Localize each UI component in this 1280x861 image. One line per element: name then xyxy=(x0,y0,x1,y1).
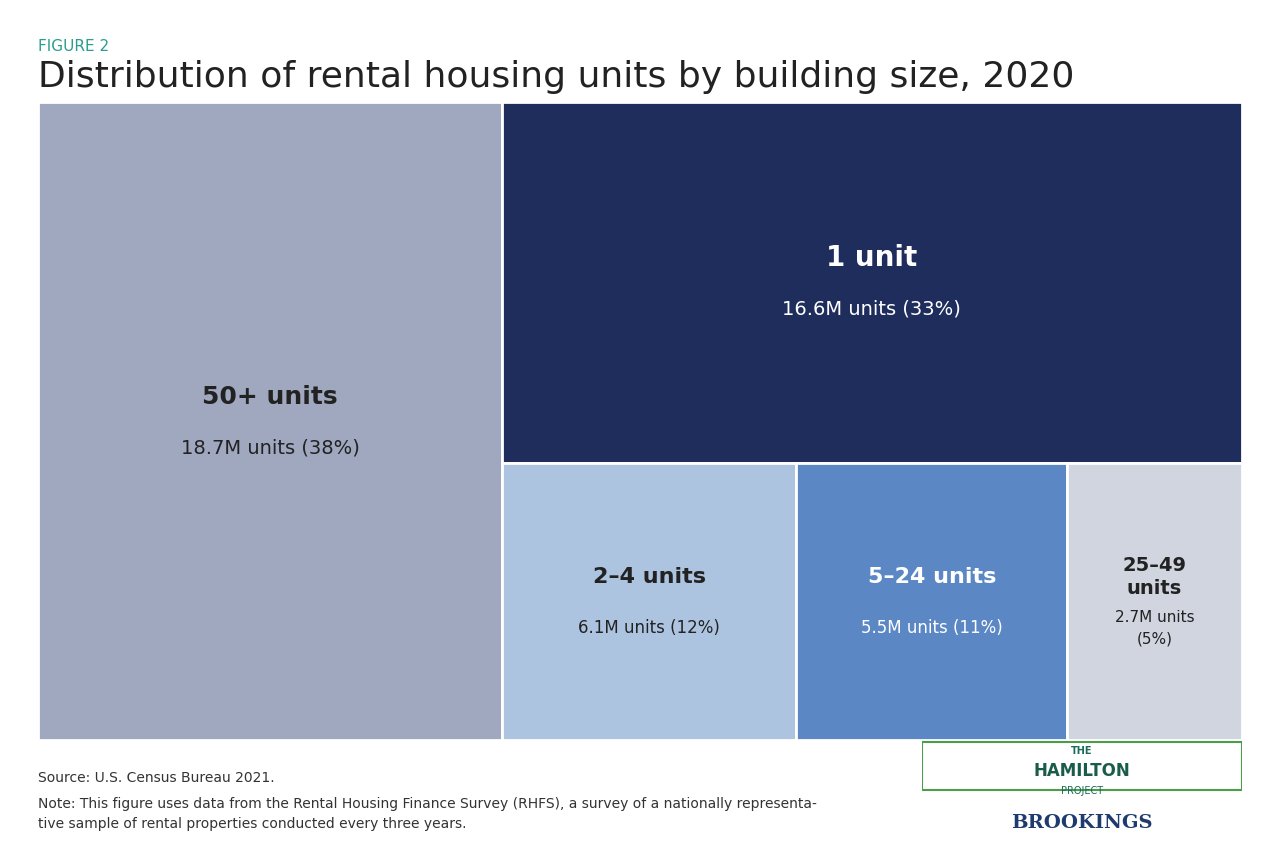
Text: 25–49
units: 25–49 units xyxy=(1123,555,1187,598)
Bar xyxy=(1068,463,1242,740)
Text: PROJECT: PROJECT xyxy=(1061,785,1102,795)
Text: 50+ units: 50+ units xyxy=(202,384,338,408)
Bar xyxy=(502,463,796,740)
Text: Source: U.S. Census Bureau 2021.: Source: U.S. Census Bureau 2021. xyxy=(38,771,275,784)
Text: Note: This figure uses data from the Rental Housing Finance Survey (RHFS), a sur: Note: This figure uses data from the Ren… xyxy=(38,796,817,830)
Text: Distribution of rental housing units by building size, 2020: Distribution of rental housing units by … xyxy=(38,60,1075,94)
FancyBboxPatch shape xyxy=(922,742,1242,790)
Text: FIGURE 2: FIGURE 2 xyxy=(38,39,110,53)
Bar xyxy=(796,463,1068,740)
Text: BROOKINGS: BROOKINGS xyxy=(1011,813,1152,831)
Text: 5.5M units (11%): 5.5M units (11%) xyxy=(861,618,1002,636)
Text: 16.6M units (33%): 16.6M units (33%) xyxy=(782,300,961,319)
Text: 2.7M units
(5%): 2.7M units (5%) xyxy=(1115,610,1194,646)
Text: 6.1M units (12%): 6.1M units (12%) xyxy=(579,618,719,636)
Text: 18.7M units (38%): 18.7M units (38%) xyxy=(180,438,360,457)
Text: THE: THE xyxy=(1071,746,1092,756)
Text: 5–24 units: 5–24 units xyxy=(868,567,996,586)
Text: 2–4 units: 2–4 units xyxy=(593,567,705,586)
Text: HAMILTON: HAMILTON xyxy=(1033,761,1130,779)
Bar xyxy=(38,103,502,740)
Bar xyxy=(502,103,1242,463)
Text: 1 unit: 1 unit xyxy=(826,244,918,272)
